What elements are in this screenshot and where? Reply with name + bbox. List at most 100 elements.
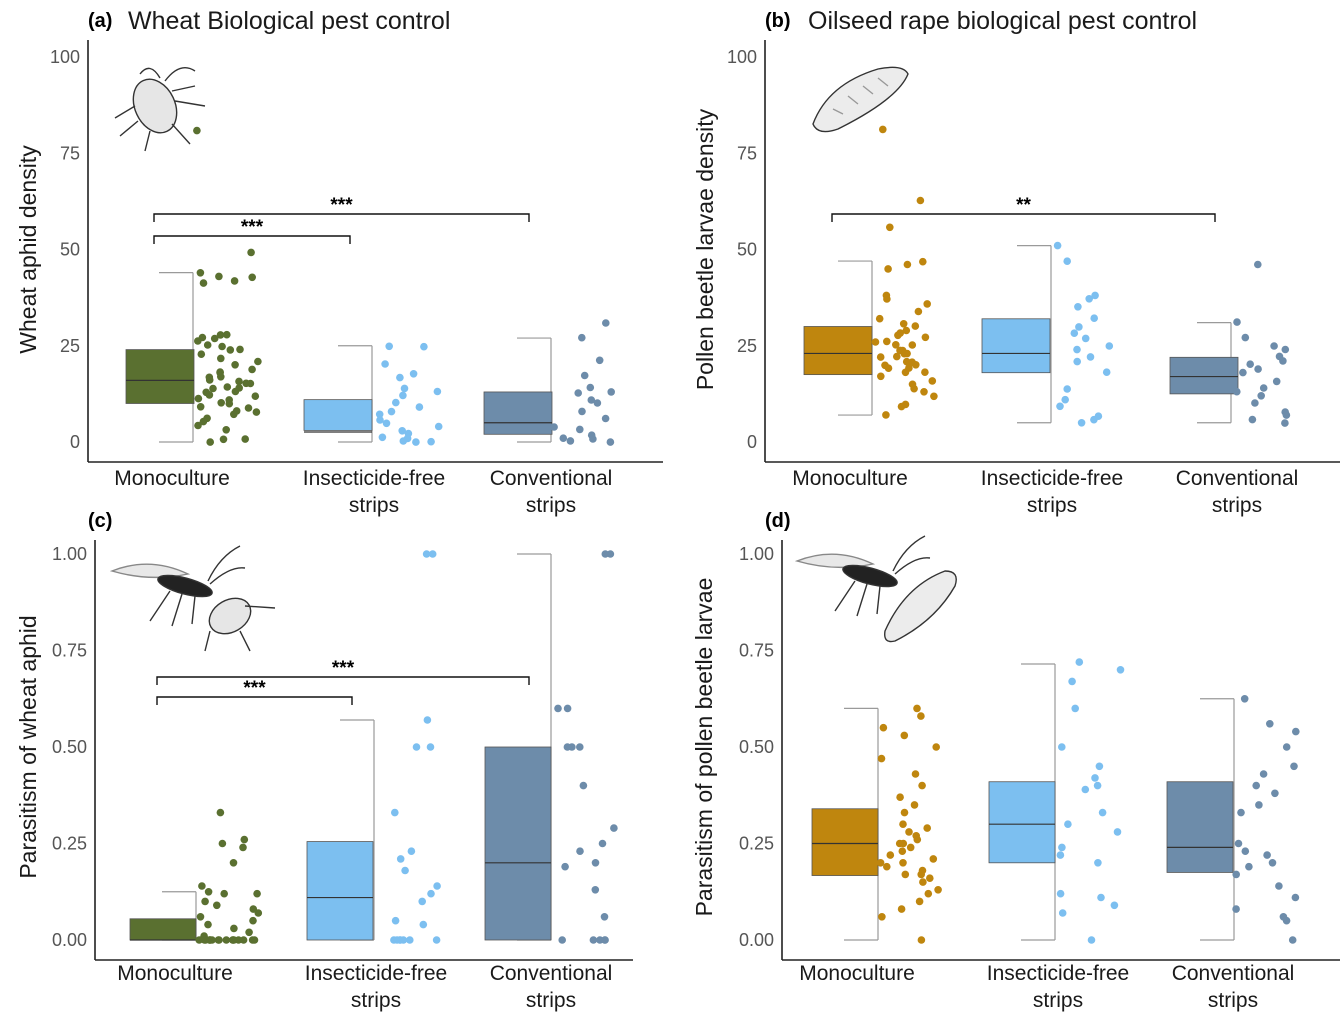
data-point [385,342,394,351]
data-point [915,897,924,906]
data-point [1063,385,1071,393]
aphid-legs [114,67,206,152]
data-point [215,272,223,281]
data-point [586,383,595,392]
data-point [1259,384,1268,392]
y-tick-label: 1.00 [52,544,87,564]
data-point [563,704,572,713]
data-point [1281,419,1289,427]
data-point [930,392,938,401]
y-tick-label: 0.25 [739,834,774,854]
data-point [1272,377,1281,386]
data-point [932,743,940,751]
data-point [382,419,391,428]
data-point [1091,774,1099,782]
data-point [1288,936,1297,944]
data-point [902,357,911,366]
data-point [1074,303,1082,311]
data-point [1077,419,1086,427]
data-point [1064,820,1072,828]
panel-d: (d) 0.00 0.25 0.50 0.75 1.00 Parasitism of pol… [691,510,1340,1012]
aphid-icon [114,67,206,152]
data-point [910,801,919,809]
data-point [1085,295,1093,303]
data-point [876,859,885,867]
data-point [1279,357,1287,365]
y-tick-label: 25 [60,336,80,356]
data-point [216,331,225,339]
data-point [934,886,942,894]
data-point [879,125,887,134]
y-tick-label: 0.50 [52,737,87,757]
data-point [606,438,615,446]
y-tick-label: 0.75 [52,641,87,661]
data-point [1266,720,1274,728]
data-point [1232,870,1240,879]
data-point [252,408,261,416]
data-point [550,423,558,431]
x-category-label: Insecticide-free [305,962,447,985]
data-point [1233,318,1241,326]
data-point [205,391,214,399]
data-point [1263,851,1271,859]
data-point [219,435,228,444]
data-point [381,360,389,368]
y-tick-label: 25 [737,336,757,356]
data-point [1259,770,1268,778]
data-point [196,403,205,411]
data-point [1291,893,1300,902]
data-point [913,704,921,713]
data-point [1061,395,1069,404]
data-point [1058,743,1066,751]
data-point [194,421,202,430]
data-point [427,437,435,446]
data-point [882,411,890,419]
data-point [231,387,240,396]
box [484,746,552,941]
data-point [903,260,912,269]
x-category-label: Conventional [1172,962,1295,985]
data-point [1090,314,1098,323]
data-point [229,936,237,944]
data-point [554,704,562,713]
data-point [921,368,929,377]
data-point [1073,345,1081,354]
significance-label: *** [330,195,353,216]
significance-label: *** [332,658,355,679]
data-point [921,333,930,342]
data-point [917,870,925,879]
box [981,318,1051,374]
data-point [1248,415,1257,424]
x-category-label: Monoculture [117,962,233,985]
data-point [208,936,216,944]
data-point [434,422,443,431]
data-point [376,416,384,424]
x-category-label: Insecticide-free [987,962,1129,985]
data-point [375,410,384,419]
y-axis-label: Pollen beetle larvae density [692,108,718,390]
data-point [884,265,892,273]
data-point [918,781,926,790]
data-point [245,928,253,937]
data-point [239,843,247,852]
data-point [1086,353,1095,361]
data-point [901,870,910,879]
data-point [204,920,212,929]
data-point [899,320,908,328]
data-point [398,427,407,435]
data-point [917,936,926,944]
data-point [912,361,920,369]
data-point [401,866,409,875]
data-point [928,377,937,385]
data-point [250,936,259,944]
data-point [1282,743,1291,751]
x-category-label: strips [1208,989,1258,1012]
data-point [1282,411,1291,419]
data-point [412,743,421,751]
data-point [1091,291,1099,300]
data-point [1257,392,1265,400]
data-point [217,373,225,381]
data-point [566,437,575,445]
data-point [877,754,886,763]
